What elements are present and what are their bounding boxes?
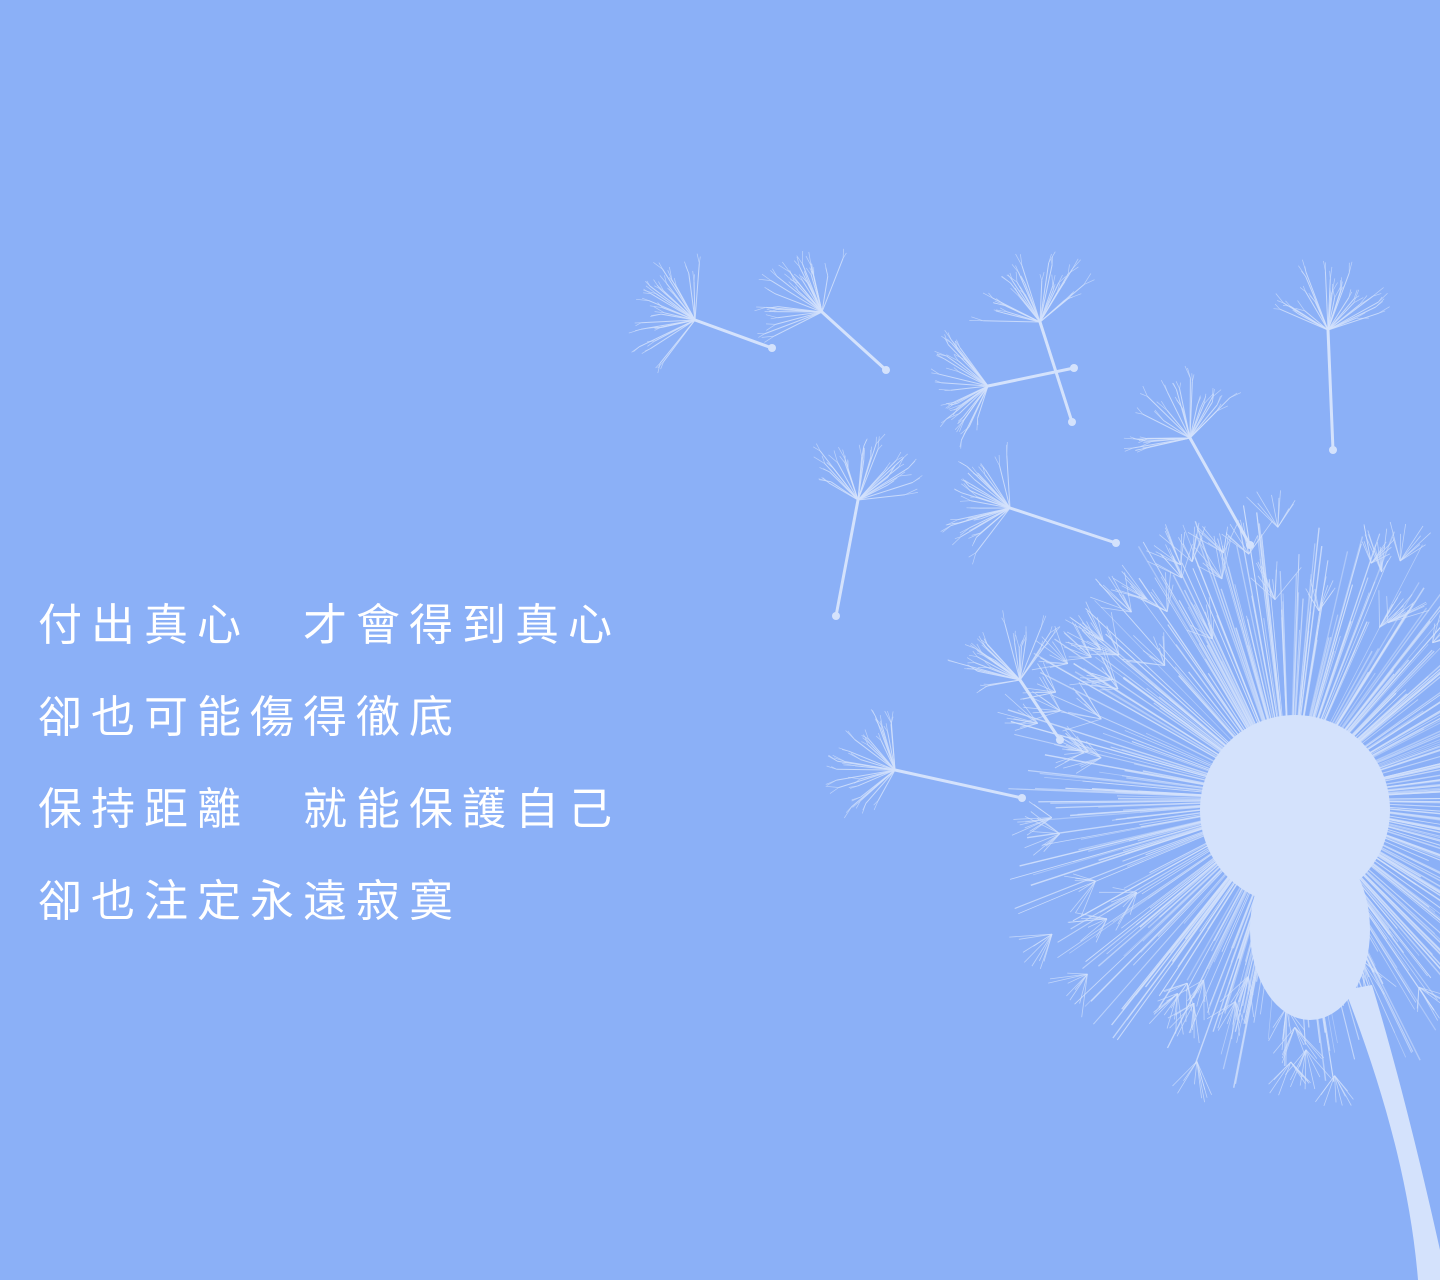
dandelion-seed-icon — [754, 248, 890, 374]
poem-line-4: 卻也注定永遠寂寞 — [38, 876, 462, 927]
dandelion-seed-icon — [930, 330, 1078, 449]
dandelion-head — [997, 490, 1440, 1107]
dandelion-seed-icon — [813, 433, 923, 620]
dandelion-seeds — [628, 248, 1390, 819]
dandelion-seed-icon — [969, 251, 1095, 426]
dandelion-seed-icon — [1123, 365, 1254, 549]
poem: 付出真心 才會得到真心 卻也可能傷得徹底 保持距離 就能保護自己 卻也注定永遠寂… — [38, 596, 638, 964]
dandelion-stem — [1345, 985, 1440, 1280]
poem-line-1: 付出真心 才會得到真心 — [38, 600, 621, 651]
dandelion-seed-icon — [628, 253, 776, 374]
dandelion-seed-icon — [825, 709, 1026, 819]
poem-line-3: 保持距離 就能保護自己 — [38, 784, 621, 835]
dandelion-seed-icon — [1273, 259, 1390, 454]
dandelion-seed-icon — [947, 610, 1064, 744]
poem-line-2: 卻也可能傷得徹底 — [38, 692, 462, 743]
dandelion-seed-icon — [940, 441, 1120, 565]
